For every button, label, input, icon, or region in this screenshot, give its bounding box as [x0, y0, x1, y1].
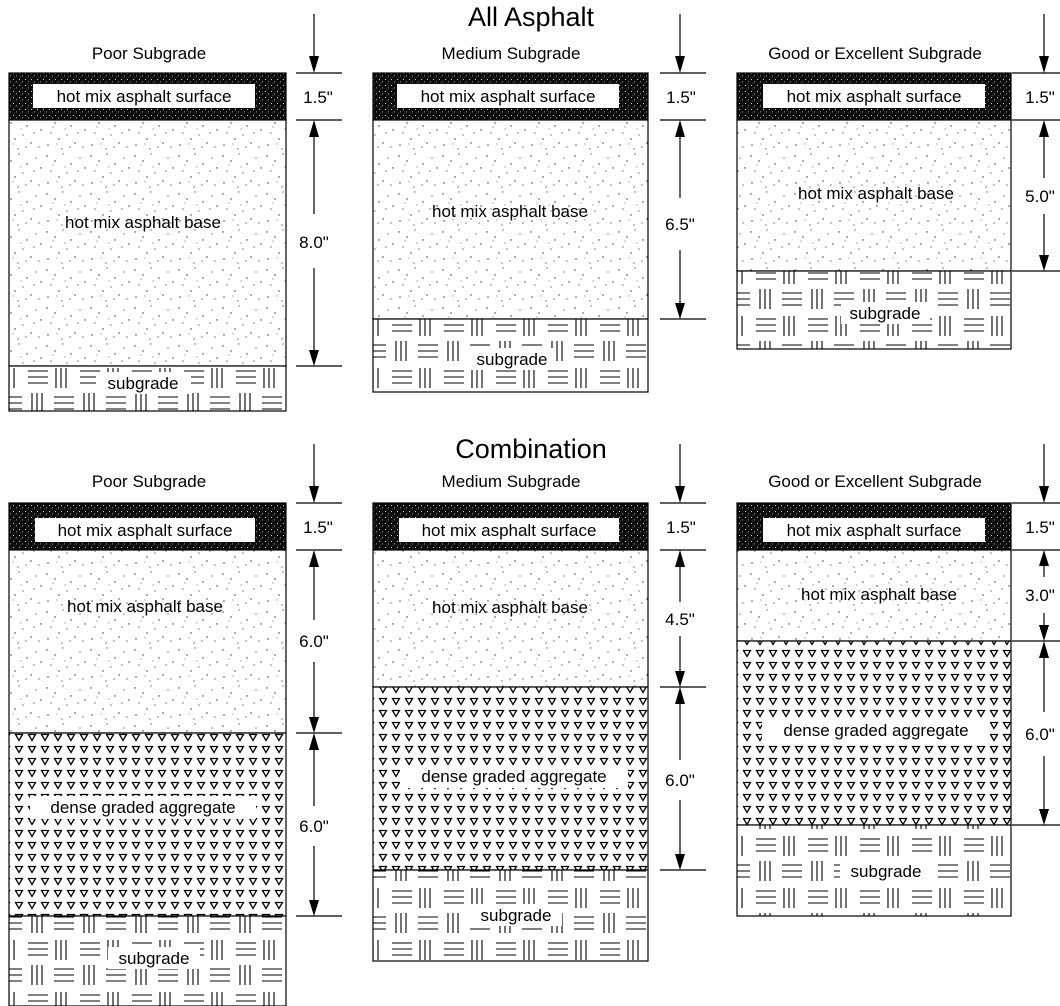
layer-label-box: [400, 765, 628, 788]
section-title-all-asphalt: All Asphalt: [468, 2, 595, 32]
layer-label: subgrade: [851, 862, 922, 881]
layer-label: hot mix asphalt surface: [787, 521, 962, 540]
layer-label: hot mix asphalt base: [65, 213, 221, 232]
layer-label: hot mix asphalt surface: [787, 87, 962, 106]
layer-label: dense graded aggregate: [50, 798, 235, 817]
layer-label: hot mix asphalt surface: [421, 87, 596, 106]
layer-label-box: [30, 796, 256, 819]
pavement-section: hot mix asphalt surface hot mix asphalt …: [8, 72, 287, 412]
dimension-line: [1012, 14, 1060, 272]
layer-asphalt-base: [8, 549, 287, 734]
layer-label: subgrade: [481, 906, 552, 925]
column-header-good: Good or Excellent Subgrade: [768, 44, 982, 63]
layer-label-box: [96, 372, 191, 394]
thickness-label: 1.5": [1025, 518, 1055, 537]
layer-asphalt-base: [736, 549, 1012, 642]
layer-label: subgrade: [108, 374, 179, 393]
pavement-section: hot mix asphalt surface hot mix asphalt …: [372, 72, 649, 393]
layer-label: hot mix asphalt surface: [58, 521, 233, 540]
pavement-section: hot mix asphalt surface hot mix asphalt …: [736, 502, 1012, 917]
pavement-section: hot mix asphalt surface hot mix asphalt …: [8, 502, 287, 1006]
layer-aggregate: [8, 732, 287, 917]
thickness-label: 6.0": [665, 771, 695, 790]
pavement-section: hot mix asphalt surface hot mix asphalt …: [372, 502, 649, 962]
layer-label-box: [108, 947, 200, 969]
layer-label-box: [33, 84, 255, 108]
layer-label: subgrade: [119, 949, 190, 968]
layer-label: subgrade: [850, 304, 921, 323]
thickness-label: 6.0": [299, 817, 329, 836]
thickness-label: 1.5": [303, 518, 333, 537]
column-header-poor: Poor Subgrade: [92, 472, 206, 491]
column-header-good: Good or Excellent Subgrade: [768, 472, 982, 491]
dimension-line: [296, 444, 342, 917]
dimension-line: [660, 14, 706, 320]
layer-label: hot mix asphalt base: [798, 184, 954, 203]
thickness-label: 4.5": [665, 610, 695, 629]
column-header-poor: Poor Subgrade: [92, 44, 206, 63]
dimension-line: [1012, 444, 1060, 826]
layer-label: hot mix asphalt base: [801, 585, 957, 604]
dimension-line: [660, 444, 706, 871]
layer-label-box: [35, 518, 255, 542]
layer-label: hot mix asphalt base: [67, 597, 223, 616]
column-header-medium: Medium Subgrade: [442, 44, 581, 63]
layer-label: hot mix asphalt surface: [422, 521, 597, 540]
column-header-medium: Medium Subgrade: [442, 472, 581, 491]
layer-asphalt-base: [372, 549, 649, 688]
thickness-label: 5.0": [1025, 187, 1055, 206]
layer-asphalt-base: [736, 119, 1012, 272]
layer-label-box: [841, 302, 930, 324]
thickness-label: 6.0": [1025, 725, 1055, 744]
layer-label-box: [399, 518, 619, 542]
pavement-section: hot mix asphalt surface hot mix asphalt …: [736, 72, 1012, 350]
layer-label: dense graded aggregate: [783, 721, 968, 740]
layer-label-box: [840, 860, 932, 882]
thickness-label: 1.5": [1025, 88, 1055, 107]
layer-label: hot mix asphalt base: [432, 202, 588, 221]
section-title-combination: Combination: [455, 434, 607, 464]
layer-label-box: [762, 719, 990, 742]
thickness-label: 3.0": [1025, 586, 1055, 605]
thickness-label: 6.5": [665, 215, 695, 234]
thickness-label: 8.0": [299, 233, 329, 252]
layer-label-box: [763, 518, 985, 542]
layer-label-box: [763, 84, 985, 108]
layer-label: subgrade: [477, 350, 548, 369]
layer-asphalt-base: [8, 119, 287, 367]
thickness-label: 1.5": [303, 88, 333, 107]
layer-label: hot mix asphalt base: [432, 598, 588, 617]
thickness-label: 6.0": [299, 632, 329, 651]
dimension-line: [296, 14, 342, 367]
layer-label: hot mix asphalt surface: [57, 87, 232, 106]
layer-label-box: [470, 348, 554, 370]
layer-label-box: [397, 84, 619, 108]
layer-label-box: [470, 904, 562, 926]
layer-label: dense graded aggregate: [421, 767, 606, 786]
thickness-label: 1.5": [666, 518, 696, 537]
thickness-label: 1.5": [666, 88, 696, 107]
